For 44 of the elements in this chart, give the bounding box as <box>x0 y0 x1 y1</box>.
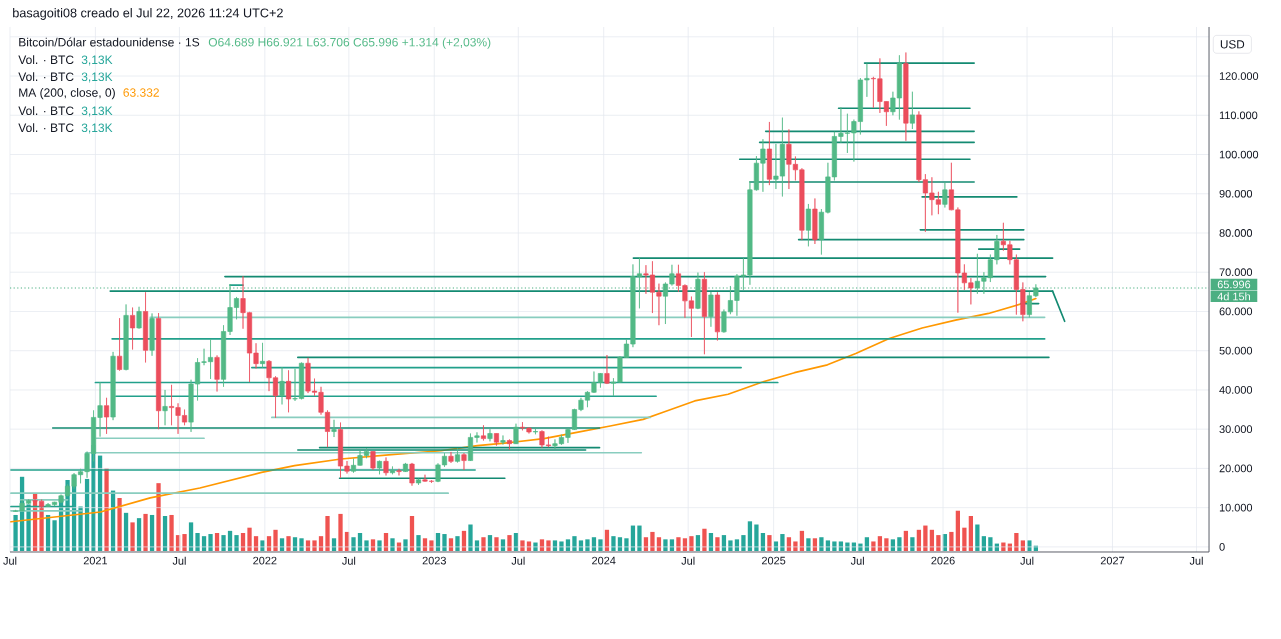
x-tick-label: Jul <box>172 556 186 565</box>
x-tick-label: 2024 <box>592 556 616 565</box>
x-tick-label: 2026 <box>931 556 955 565</box>
y-tick-label: 30.000 <box>1219 425 1253 434</box>
annotation: Vol. · BTC <box>18 55 74 65</box>
text: Bitcoin/Dólar estadounidense · 1S <box>19 37 200 47</box>
x-tick-label: Jul <box>3 556 17 565</box>
x-tick-label: Jul <box>681 556 695 565</box>
x-tick-label: Jul <box>511 556 525 565</box>
y-tick-label: 40.000 <box>1219 386 1253 394</box>
x-tick-label: 2022 <box>253 556 277 565</box>
text: 4d 15h <box>1217 292 1250 301</box>
y-tick-label: 80.000 <box>1219 229 1253 237</box>
y-tick-label: 0 <box>1219 543 1225 551</box>
annotation: 3,13K <box>81 72 113 83</box>
y-tick-label: 60.000 <box>1219 307 1253 316</box>
y-tick-label: 100.000 <box>1219 150 1259 159</box>
x-tick-label: 2021 <box>83 556 108 565</box>
annotation: 3,13K <box>81 55 113 66</box>
x-tick-label: 2025 <box>761 556 786 565</box>
x-tick-label: 2027 <box>1100 556 1125 565</box>
annotation: Vol. · BTC <box>18 123 74 133</box>
y-tick-label: 10.000 <box>1219 503 1253 512</box>
y-axis-title: USD <box>1220 40 1245 49</box>
annotation: 3,13K <box>81 106 113 117</box>
y-tick-label: 120.000 <box>1219 72 1259 80</box>
x-tick-label: Jul <box>1189 556 1203 565</box>
y-tick-label: 110.000 <box>1219 111 1258 120</box>
y-tick-label: 70.000 <box>1219 268 1253 277</box>
text: basagoiti08 creado el Jul 22, 2026 11:24 UTC+2 <box>13 8 283 20</box>
ref-line-label: 65.996 <box>1217 280 1251 289</box>
x-tick-label: Jul <box>342 556 356 565</box>
x-tick-label: Jul <box>850 556 864 565</box>
x-tick-label: Jul <box>1020 556 1034 565</box>
annotation: O64.689 H66.921 L63.706 C65.996 +1.314 (+2,03%) <box>208 37 491 49</box>
annotation: 63.332 <box>123 88 159 97</box>
y-tick-label: 90.000 <box>1219 189 1253 198</box>
y-tick-label: 50.000 <box>1219 346 1253 355</box>
annotation: 3,13K <box>81 123 113 134</box>
annotation: Vol. · BTC <box>18 106 74 116</box>
x-tick-label: 2023 <box>422 556 446 565</box>
annotation: MA (200, close, 0) <box>19 88 115 100</box>
y-tick-label: 20.000 <box>1219 464 1253 473</box>
annotation: Vol. · BTC <box>18 72 74 82</box>
